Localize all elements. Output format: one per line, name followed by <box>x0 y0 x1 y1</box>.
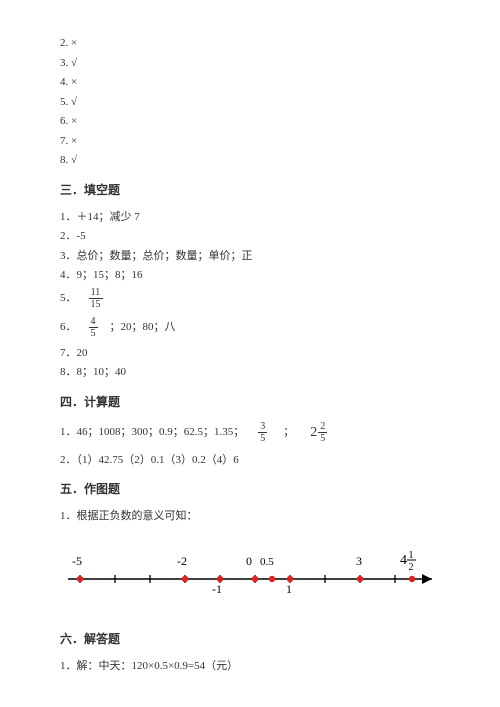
item-num: 4. <box>60 76 68 88</box>
svg-text:1: 1 <box>409 550 414 561</box>
item-mark: × <box>71 115 77 127</box>
judgment-item: 8. √ <box>60 152 440 169</box>
fraction-3-5: 3 5 <box>258 421 267 444</box>
fill-item-2: 2．-5 <box>60 228 440 245</box>
item-num: 8. <box>60 154 68 166</box>
fraction-denominator: 15 <box>89 299 103 310</box>
fill-5-prefix: 5． <box>60 290 77 307</box>
judgment-item: 2. × <box>60 35 440 52</box>
svg-text:-1: -1 <box>212 582 222 596</box>
fill-6-suffix: ；20；80；八 <box>110 319 176 336</box>
fraction-numerator: 3 <box>258 421 267 433</box>
item-num: 5. <box>60 96 68 108</box>
section-3-title: 三．填空题 <box>60 181 440 199</box>
fraction-4-5: 4 5 <box>89 316 98 339</box>
fill-item-4: 4．9；15；8；16 <box>60 267 440 284</box>
item-num: 3. <box>60 57 68 69</box>
section-6-title: 六．解答题 <box>60 630 440 648</box>
calc-list: 1．46；1008；300；0.9；62.5；1.35； 3 5 ； 2 2 5… <box>60 421 440 469</box>
fill-item-1: 1．＋14；减少 7 <box>60 209 440 226</box>
section-4-title: 四．计算题 <box>60 393 440 411</box>
answer-item-1: 1．解：中天：120×0.5×0.9=54（元） <box>60 658 440 675</box>
calc-item-2: 2．（1）42.75（2）0.1（3）0.2（4）6 <box>60 452 440 469</box>
calc-item-1: 1．46；1008；300；0.9；62.5；1.35； 3 5 ； 2 2 5 <box>60 421 440 444</box>
svg-text:1: 1 <box>286 582 292 596</box>
fraction-denominator: 5 <box>89 328 98 339</box>
fill-item-8: 8．8；10；40 <box>60 364 440 381</box>
svg-text:2: 2 <box>409 562 414 573</box>
number-line-svg: -5-2-100.513412 <box>60 543 440 603</box>
item-num: 6. <box>60 115 68 127</box>
section-5-title: 五．作图题 <box>60 480 440 498</box>
judgment-item: 7. × <box>60 133 440 150</box>
draw-item-1: 1．根据正负数的意义可知： <box>60 508 440 525</box>
svg-text:0.5: 0.5 <box>260 556 274 568</box>
item-num: 7. <box>60 135 68 147</box>
mixed-2-2-5: 2 2 5 <box>310 421 327 444</box>
judgment-item: 5. √ <box>60 94 440 111</box>
svg-text:-2: -2 <box>177 554 187 568</box>
fraction-denominator: 5 <box>258 433 267 444</box>
item-num: 2. <box>60 37 68 49</box>
judgment-item: 6. × <box>60 113 440 130</box>
item-mark: × <box>71 37 77 49</box>
calc-1-prefix: 1．46；1008；300；0.9；62.5；1.35； <box>60 424 244 441</box>
fraction-numerator: 4 <box>89 316 98 328</box>
item-mark: √ <box>71 154 77 166</box>
svg-text:-5: -5 <box>72 554 82 568</box>
fraction-11-15: 11 15 <box>89 287 103 310</box>
fraction-denominator: 5 <box>318 433 327 444</box>
item-mark: × <box>71 135 77 147</box>
fraction-numerator: 11 <box>89 287 103 299</box>
fill-item-6: 6． 4 5 ；20；80；八 <box>60 316 440 339</box>
fraction-numerator: 2 <box>318 421 327 433</box>
judgment-list: 2. × 3. √ 4. × 5. √ 6. × 7. × 8. √ <box>60 35 440 169</box>
svg-text:4: 4 <box>400 553 407 568</box>
item-mark: × <box>71 76 77 88</box>
fill-item-3: 3．总价；数量；总价；数量；单价；正 <box>60 248 440 265</box>
fraction-2-5: 2 5 <box>318 421 327 444</box>
svg-text:0: 0 <box>246 554 252 568</box>
calc-1-sep: ； <box>283 424 294 441</box>
fill-item-5: 5． 11 15 <box>60 287 440 310</box>
svg-text:3: 3 <box>356 554 362 568</box>
judgment-item: 4. × <box>60 74 440 91</box>
mixed-whole: 2 <box>310 422 317 443</box>
number-line-diagram: -5-2-100.513412 <box>60 543 440 609</box>
judgment-item: 3. √ <box>60 55 440 72</box>
fill-blank-list: 1．＋14；减少 7 2．-5 3．总价；数量；总价；数量；单价；正 4．9；1… <box>60 209 440 381</box>
item-mark: √ <box>71 96 77 108</box>
fill-6-prefix: 6． <box>60 319 77 336</box>
fill-item-7: 7．20 <box>60 345 440 362</box>
item-mark: √ <box>71 57 77 69</box>
